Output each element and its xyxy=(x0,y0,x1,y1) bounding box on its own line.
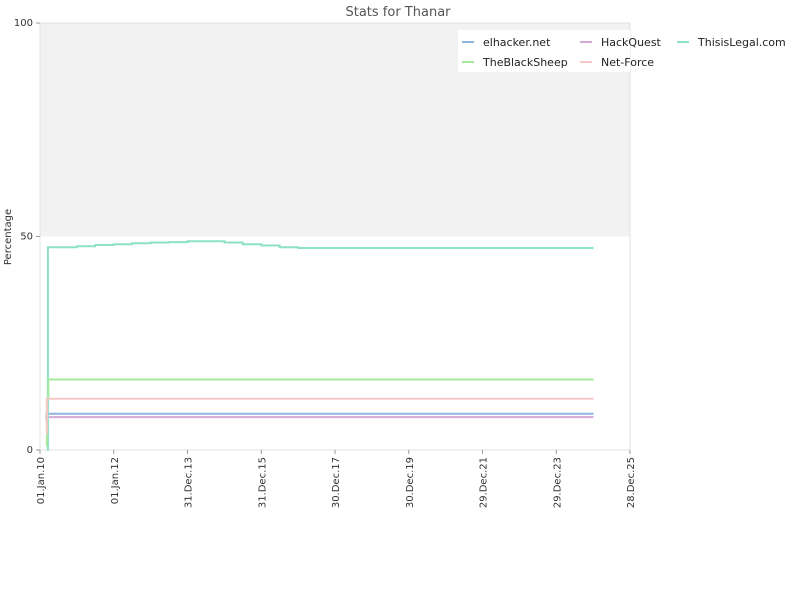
y-tick-label: 50 xyxy=(20,232,33,243)
x-tick-label: 29.Dec.21 xyxy=(479,457,490,508)
x-tick-label: 01.Jan.10 xyxy=(36,457,47,504)
series-line-hackquest xyxy=(45,416,594,424)
series-line-theblacksheep xyxy=(45,378,594,447)
x-tick-label: 30.Dec.17 xyxy=(331,457,342,508)
chart-title: Stats for Thanar xyxy=(345,5,451,20)
legend: elhacker.net TheBlackSheep HackQuest Net-Fo… xyxy=(458,30,786,72)
series-line-thisislegal-com xyxy=(46,240,594,451)
legend-label: HackQuest xyxy=(601,36,662,49)
x-tick-label: 29.Dec.23 xyxy=(552,457,563,508)
series-line-net-force xyxy=(45,397,594,434)
x-tick-label: 28.Dec.25 xyxy=(626,457,637,508)
y-axis-label: Percentage xyxy=(3,209,14,265)
legend-label: elhacker.net xyxy=(483,36,551,49)
x-tick-label: 01.Jan.12 xyxy=(110,457,121,504)
x-tick-label: 31.Dec.15 xyxy=(257,457,268,508)
y-axis-ticks: 0 50 100 xyxy=(14,18,40,456)
y-tick-label: 0 xyxy=(27,445,33,456)
legend-label: Net-Force xyxy=(601,56,654,69)
y-tick-label: 100 xyxy=(14,18,33,29)
x-axis-ticks: 01.Jan.10 01.Jan.12 31.Dec.13 31.Dec.15 30.D… xyxy=(36,450,637,508)
series-lines xyxy=(45,240,594,451)
x-tick-label: 30.Dec.19 xyxy=(405,457,416,508)
legend-label: ThisisLegal.com xyxy=(697,36,786,49)
x-tick-label: 31.Dec.13 xyxy=(184,457,195,508)
legend-box xyxy=(458,30,630,72)
legend-label: TheBlackSheep xyxy=(482,56,568,69)
